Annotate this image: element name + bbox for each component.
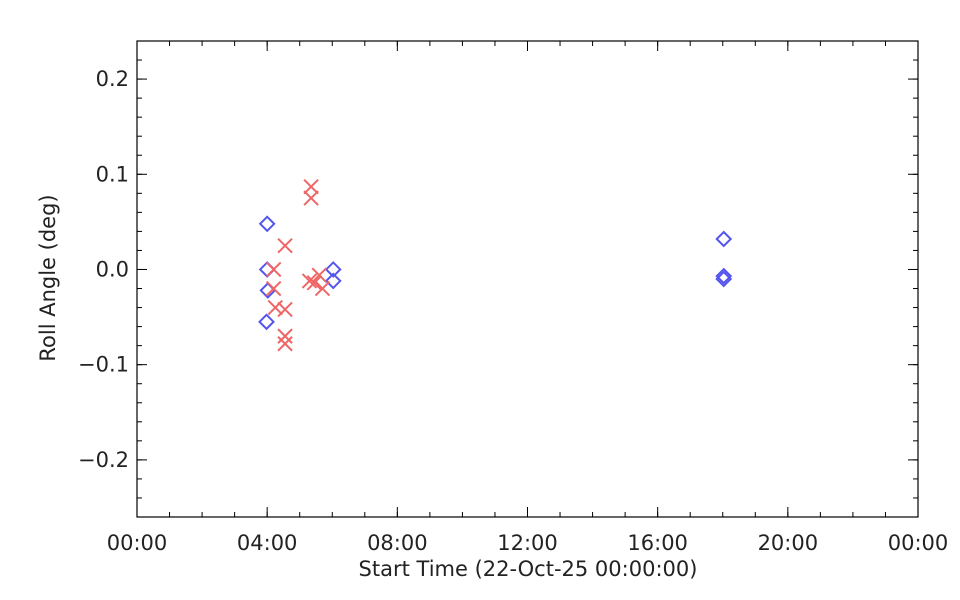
cross-marker xyxy=(277,336,293,352)
cross-marker xyxy=(301,273,318,289)
cross-marker xyxy=(265,280,282,297)
x-tick-label: 00:00 xyxy=(107,531,168,555)
diamond-marker xyxy=(715,267,733,285)
tick-labels: 00:00 04:00 08:00 12:00 16:00 20:00 00:00 0.2 0.… xyxy=(78,67,948,555)
x-axis-title: Start Time (22-Oct-25 00:00:00) xyxy=(359,557,698,581)
y-tick-label: 0.0 xyxy=(96,257,129,281)
cross-marker xyxy=(303,178,319,195)
x-tick-label: 20:00 xyxy=(758,531,819,555)
x-tick-label: 04:00 xyxy=(237,531,298,555)
cross-marker xyxy=(277,301,293,318)
y-tick-label: −0.2 xyxy=(78,448,129,472)
cross-marker xyxy=(265,261,282,278)
cross-marker xyxy=(277,328,293,344)
cross-marker xyxy=(311,267,327,283)
cross-marker xyxy=(267,299,284,316)
major-ticks xyxy=(136,41,919,517)
cross-marker xyxy=(303,190,319,206)
diamond-marker xyxy=(324,272,342,290)
y-tick-label: 0.2 xyxy=(96,67,129,91)
x-tick-label: 08:00 xyxy=(367,531,428,555)
plot-frame xyxy=(136,40,919,518)
y-tick-label: 0.1 xyxy=(96,162,129,186)
diamond-marker xyxy=(258,215,276,233)
diamond-marker xyxy=(258,313,275,331)
x-tick-label: 12:00 xyxy=(497,531,558,555)
x-tick-label: 16:00 xyxy=(627,531,688,555)
y-tick-label: −0.1 xyxy=(78,353,129,377)
cross-marker xyxy=(277,237,293,254)
x-tick-label: 00:00 xyxy=(888,531,949,555)
data-markers xyxy=(258,178,733,352)
diamond-marker xyxy=(715,270,733,288)
minor-ticks xyxy=(136,40,919,518)
diamond-marker xyxy=(715,230,733,248)
diamond-marker xyxy=(258,261,276,278)
cross-marker xyxy=(314,280,331,297)
y-axis-title: Roll Angle (deg) xyxy=(36,194,60,361)
diamond-marker xyxy=(324,261,342,278)
cross-marker xyxy=(306,275,323,291)
